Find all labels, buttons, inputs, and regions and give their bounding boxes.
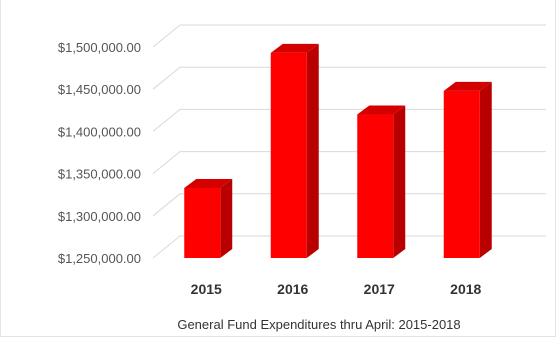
bar-top-face <box>443 81 492 91</box>
gridline <box>152 151 546 174</box>
y-tick-label: $1,250,000.00 <box>58 251 141 266</box>
bar-2017 <box>357 105 406 259</box>
bar-side-face <box>393 105 406 259</box>
bar-front-face <box>184 187 221 258</box>
y-tick-label: $1,450,000.00 <box>58 82 141 97</box>
bar-top-face <box>357 105 406 115</box>
x-tick-label: 2015 <box>191 281 222 297</box>
y-axis-ticks: $1,250,000.00 $1,300,000.00 $1,350,000.00 $… <box>58 40 141 266</box>
gridline <box>152 193 546 217</box>
bars <box>184 43 492 259</box>
x-tick-label: 2017 <box>364 281 395 297</box>
x-tick-label: 2018 <box>450 281 481 297</box>
bar-top-face <box>270 43 319 53</box>
bar-2018 <box>443 81 492 258</box>
x-axis-title: General Fund Expenditures thru April: 20… <box>177 317 460 332</box>
bar-front-face <box>357 114 394 259</box>
bar-2015 <box>184 178 233 258</box>
gridline <box>152 24 546 48</box>
gridline <box>152 235 546 259</box>
bar-front-face <box>270 52 307 258</box>
bar-side-face <box>479 81 492 258</box>
y-tick-label: $1,500,000.00 <box>58 40 141 55</box>
bar-side-face <box>306 43 319 258</box>
y-tick-label: $1,400,000.00 <box>58 124 141 139</box>
y-tick-label: $1,350,000.00 <box>58 167 141 182</box>
gridline <box>152 108 546 132</box>
x-tick-label: 2016 <box>277 281 308 297</box>
bar-front-face <box>443 90 480 258</box>
bar-top-face <box>184 178 233 188</box>
gridlines <box>152 24 546 259</box>
bar-side-face <box>220 178 233 258</box>
gridline <box>152 66 546 90</box>
bar-2016 <box>270 43 319 258</box>
x-axis-ticks: 2015 2016 2017 2018 <box>191 281 482 297</box>
y-tick-label: $1,300,000.00 <box>58 209 141 224</box>
